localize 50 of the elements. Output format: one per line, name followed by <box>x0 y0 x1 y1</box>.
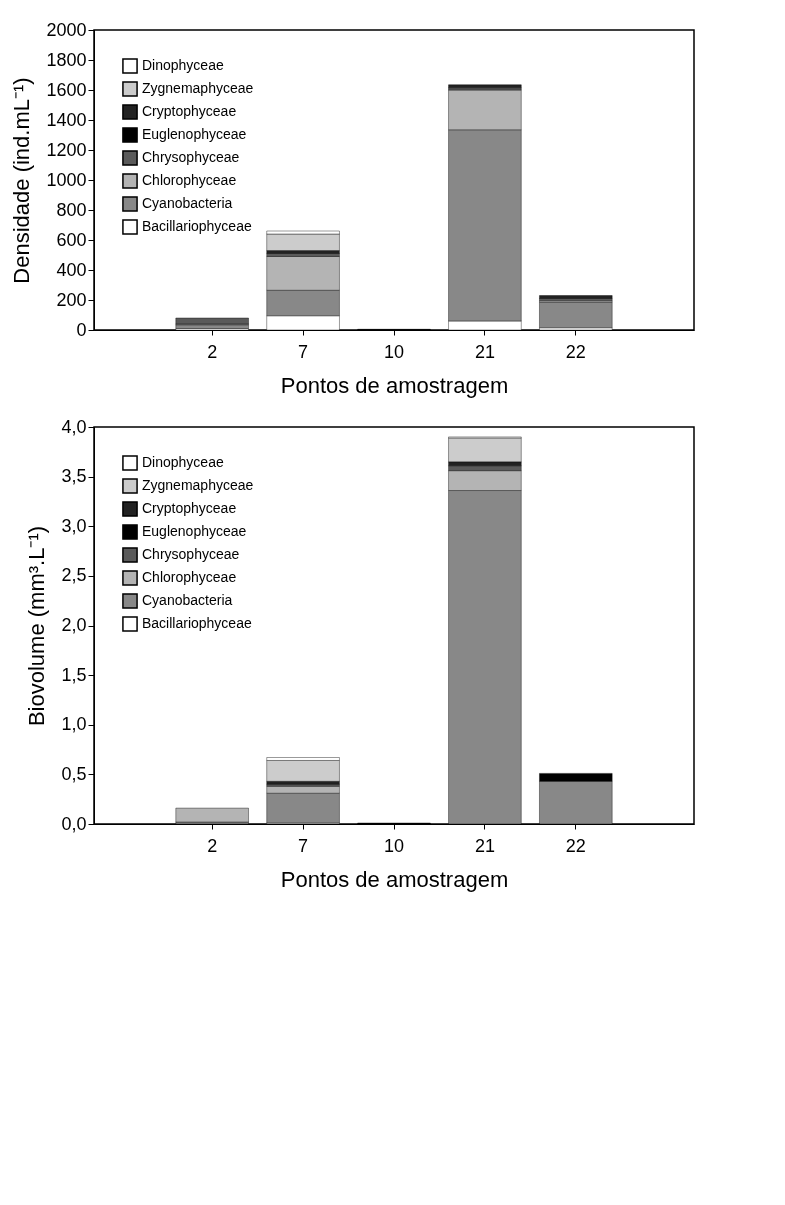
x-tick-label: 7 <box>298 835 309 856</box>
y-tick-label: 0 <box>76 319 87 340</box>
legend-label: Euglenophyceae <box>142 126 247 142</box>
y-tick-label: 0,5 <box>61 763 87 784</box>
legend-label: Dinophyceae <box>142 454 224 470</box>
x-tick-label: 22 <box>565 835 586 856</box>
x-axis-title: Pontos de amostragem <box>280 866 509 892</box>
y-tick-label: 3,0 <box>61 515 87 536</box>
legend-label: Bacillariophyceae <box>142 218 252 234</box>
legend-label: Chrysophyceae <box>142 546 240 562</box>
y-tick-label: 600 <box>56 229 87 250</box>
y-tick-label: 2,5 <box>61 565 87 586</box>
x-tick-label: 7 <box>298 341 309 362</box>
legend-label: Euglenophyceae <box>142 523 247 539</box>
legend-label: Cyanobacteria <box>142 592 233 608</box>
y-tick-label: 1000 <box>46 169 87 190</box>
x-tick-label: 10 <box>383 341 405 362</box>
legend-label: Cryptophyceae <box>142 500 237 516</box>
legend-label: Zygnemaphyceae <box>142 477 254 493</box>
y-tick-label: 1800 <box>46 49 87 70</box>
y-axis-title: Biovolume (mm³.L⁻¹) <box>24 525 50 727</box>
y-tick-label: 0,0 <box>61 813 87 834</box>
legend-label: Cyanobacteria <box>142 195 233 211</box>
x-tick-label: 21 <box>474 835 495 856</box>
x-tick-label: 22 <box>565 341 586 362</box>
y-tick-label: 4,0 <box>61 416 87 437</box>
y-tick-label: 3,5 <box>61 466 87 487</box>
y-tick-label: 1,5 <box>61 664 87 685</box>
x-tick-label: 2 <box>207 341 218 362</box>
y-tick-label: 1600 <box>46 79 87 100</box>
y-tick-label: 1400 <box>46 109 87 130</box>
y-axis-title: Densidade (ind.mL⁻¹) <box>9 77 35 284</box>
y-tick-label: 800 <box>56 199 87 220</box>
legend-label: Zygnemaphyceae <box>142 80 254 96</box>
legend-label: Chlorophyceae <box>142 569 237 585</box>
legend-label: Chrysophyceae <box>142 149 240 165</box>
legend-label: Chlorophyceae <box>142 172 237 188</box>
legend-label: Dinophyceae <box>142 57 224 73</box>
y-tick-label: 200 <box>56 289 87 310</box>
legend-label: Cryptophyceae <box>142 103 237 119</box>
x-tick-label: 2 <box>207 835 218 856</box>
y-tick-label: 1,0 <box>61 714 87 735</box>
y-tick-label: 2000 <box>46 19 87 40</box>
y-tick-label: 1200 <box>46 139 87 160</box>
x-tick-label: 10 <box>383 835 405 856</box>
x-axis-title: Pontos de amostragem <box>280 372 509 398</box>
y-tick-label: 400 <box>56 259 87 280</box>
legend-label: Bacillariophyceae <box>142 615 252 631</box>
y-tick-label: 2,0 <box>61 615 87 635</box>
x-tick-label: 21 <box>474 341 495 362</box>
